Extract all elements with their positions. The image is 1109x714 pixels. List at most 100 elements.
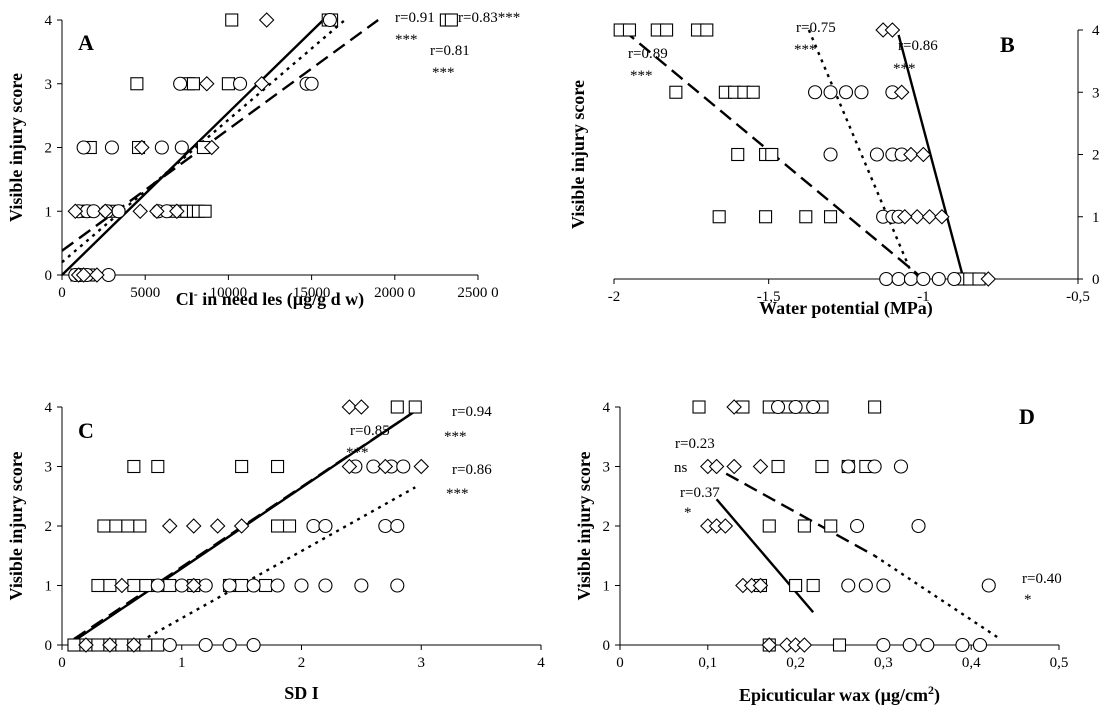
data-point-diamond (253, 75, 270, 92)
data-point-square (133, 519, 147, 533)
data-point-diamond (67, 203, 84, 220)
data-point-circle (111, 204, 126, 219)
regression-line-square (61, 19, 325, 276)
data-point-circle (823, 147, 838, 162)
data-point-square (235, 578, 249, 593)
data-point-diamond (114, 577, 130, 594)
y-axis-title: Visible injury score (6, 73, 26, 222)
correlation-annotation: *** (346, 445, 369, 461)
correlation-annotation: r=0.83*** (458, 10, 520, 26)
data-point-circle (318, 578, 333, 593)
data-point-square (270, 519, 285, 533)
data-point-circle (876, 637, 891, 653)
y-tick-label: 1 (45, 204, 53, 220)
data-point-circle (972, 637, 988, 653)
correlation-annotation: r=0.37 (680, 485, 720, 501)
data-point-diamond (89, 267, 105, 283)
correlation-annotation: r=0.23 (675, 436, 715, 452)
data-point-square (151, 638, 165, 652)
data-point-square (622, 23, 637, 37)
data-point-square (765, 147, 779, 162)
data-point-square (692, 400, 706, 414)
y-tick-label: 1 (1092, 210, 1100, 226)
correlation-annotation: r=0.86 (898, 38, 938, 54)
data-point-circle (947, 271, 962, 287)
data-point-square (759, 210, 773, 224)
data-point-square (815, 459, 829, 474)
y-tick-label: 1 (603, 579, 611, 595)
data-point-square (806, 578, 820, 593)
data-point-diamond (78, 637, 94, 653)
data-point-diamond (258, 12, 275, 28)
data-point-diamond (377, 458, 394, 475)
data-point-square (444, 13, 458, 27)
data-point-diamond (934, 208, 950, 225)
y-tick-label: 4 (603, 400, 611, 416)
data-point-square (762, 519, 776, 533)
data-point-diamond (132, 203, 148, 220)
panel-d: 0 0,1 0,2 0,3 0,4 0,5 0 1 2 3 4 Dr=0.23 ns r=0.37 * r=0… (574, 399, 1068, 706)
data-point-diamond (149, 203, 165, 220)
correlation-annotation: r=0.86 (452, 462, 492, 478)
x-axis-title: Epicuticular wax (µg/cm2) (739, 683, 940, 706)
data-point-circle (304, 76, 319, 91)
data-point-circle (246, 637, 261, 653)
y-tick-label: 2 (45, 519, 53, 535)
x-tick-label: 2500 0 (457, 285, 498, 301)
x-tick-label: 2000 0 (374, 285, 415, 301)
data-point-diamond (161, 518, 178, 534)
regression-line-diamond (133, 486, 416, 647)
data-point-circle (931, 271, 946, 287)
data-point-square (121, 519, 135, 533)
y-tick-label: 4 (45, 400, 53, 416)
correlation-annotation: * (684, 505, 692, 521)
data-point-circle (850, 518, 865, 534)
data-point-square (712, 210, 726, 224)
y-tick-label: 0 (603, 638, 611, 654)
data-point-circle (162, 637, 177, 653)
data-point-circle (390, 518, 405, 534)
correlation-annotation: *** (794, 42, 817, 58)
data-point-diamond (980, 271, 997, 287)
data-point-circle (788, 399, 803, 415)
data-point-square (731, 147, 745, 162)
data-point-square (235, 459, 249, 474)
y-tick-label: 3 (45, 460, 53, 476)
panel-label: D (1019, 404, 1035, 429)
data-point-diamond (909, 208, 925, 225)
data-point-diamond (796, 637, 813, 653)
data-point-circle (104, 140, 119, 155)
data-point-diamond (752, 458, 769, 475)
panel-label: C (78, 418, 94, 443)
y-tick-label: 2 (45, 141, 53, 157)
correlation-annotation: *** (630, 68, 653, 84)
data-point-circle (869, 147, 884, 162)
x-tick-label: 0,1 (698, 655, 717, 671)
data-point-diamond (75, 267, 92, 283)
data-point-circle (808, 85, 823, 100)
data-point-square (221, 77, 235, 91)
y-tick-label: 1 (45, 579, 53, 595)
data-point-square (868, 400, 882, 414)
data-point-circle (270, 578, 285, 593)
data-point-circle (222, 637, 237, 653)
correlation-annotation: r=0.85 (350, 423, 390, 439)
x-tick-label: 10000 (210, 285, 248, 301)
data-point-diamond (185, 577, 202, 594)
data-point-circle (378, 518, 393, 534)
regression-line-circle (873, 554, 999, 639)
data-point-square (408, 400, 422, 414)
data-point-diamond (185, 518, 202, 534)
panel-label: A (78, 30, 94, 55)
data-point-diamond (915, 146, 932, 163)
data-point-diamond (884, 22, 901, 38)
x-tick-label: -1,5 (757, 289, 781, 305)
data-point-diamond (203, 139, 220, 156)
data-point-square (282, 519, 297, 533)
data-point-square (225, 13, 239, 27)
y-tick-label: 3 (603, 460, 611, 476)
regression-line-diamond (807, 29, 916, 280)
data-point-circle (841, 459, 856, 474)
data-point-diamond (233, 518, 250, 534)
correlation-annotation: * (1024, 592, 1032, 608)
